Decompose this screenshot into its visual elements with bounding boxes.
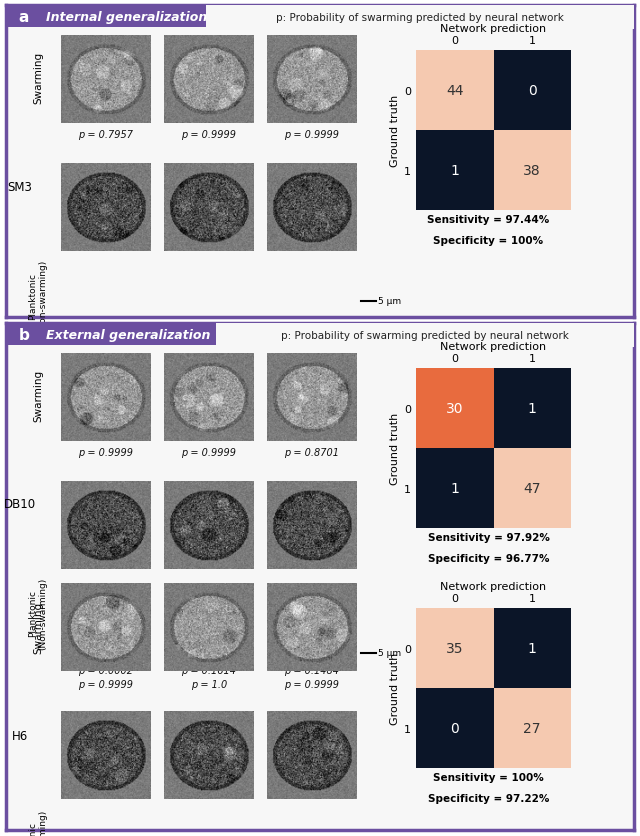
Text: Specificity = 96.77%: Specificity = 96.77%: [428, 553, 549, 563]
Text: p = 0.1614: p = 0.1614: [182, 665, 237, 675]
X-axis label: Network prediction: Network prediction: [440, 24, 547, 34]
Text: 35: 35: [446, 641, 463, 655]
Text: p = 0.0002: p = 0.0002: [79, 665, 134, 675]
Text: Swarming: Swarming: [33, 370, 43, 421]
Bar: [493, 369, 571, 448]
Bar: [416, 688, 493, 768]
Text: a: a: [18, 10, 28, 25]
Text: 44: 44: [446, 84, 463, 98]
Text: Sensitivity = 97.92%: Sensitivity = 97.92%: [428, 533, 549, 543]
Text: 1: 1: [451, 164, 459, 178]
Bar: [416, 51, 493, 131]
Text: p = 0.8701: p = 0.8701: [285, 447, 339, 457]
Text: Swarming: Swarming: [33, 52, 43, 104]
Text: 1: 1: [451, 482, 459, 496]
X-axis label: Network prediction: Network prediction: [440, 342, 547, 352]
Text: 0: 0: [528, 84, 536, 98]
Text: p = 0.9999: p = 0.9999: [79, 679, 134, 689]
Text: Swarming: Swarming: [33, 601, 43, 653]
Y-axis label: Ground truth: Ground truth: [390, 94, 400, 167]
Text: 38: 38: [524, 164, 541, 178]
Text: H6: H6: [12, 730, 28, 742]
Text: Planktonic
(Non-swarming): Planktonic (Non-swarming): [28, 577, 48, 650]
Text: p = 1.0: p = 1.0: [191, 679, 227, 689]
X-axis label: Network prediction: Network prediction: [440, 581, 547, 591]
Text: 0: 0: [451, 721, 459, 735]
Text: Internal generalization: Internal generalization: [46, 11, 207, 24]
Text: p = 0.9999: p = 0.9999: [182, 130, 237, 140]
Bar: [493, 131, 571, 211]
Text: p = 0.0030: p = 0.0030: [79, 348, 134, 358]
Text: p: Probability of swarming predicted by neural network: p: Probability of swarming predicted by …: [276, 13, 564, 23]
Bar: [493, 688, 571, 768]
Y-axis label: Ground truth: Ground truth: [390, 412, 400, 485]
Text: Sensitivity = 97.44%: Sensitivity = 97.44%: [428, 215, 550, 225]
Text: p = 0.9999: p = 0.9999: [285, 130, 339, 140]
Text: b: b: [19, 328, 29, 343]
Text: 27: 27: [524, 721, 541, 735]
Y-axis label: Ground truth: Ground truth: [390, 652, 400, 724]
Text: 30: 30: [446, 401, 463, 415]
Text: p = 0.7957: p = 0.7957: [79, 130, 134, 140]
Bar: [416, 448, 493, 528]
Text: Specificity = 97.22%: Specificity = 97.22%: [428, 793, 549, 803]
Text: Sensitivity = 100%: Sensitivity = 100%: [433, 772, 544, 782]
Text: 47: 47: [524, 482, 541, 496]
Bar: [416, 131, 493, 211]
Text: Planktonic
(Non-swarming): Planktonic (Non-swarming): [28, 259, 48, 332]
Text: 1: 1: [528, 641, 537, 655]
Text: DB10: DB10: [4, 498, 36, 511]
Bar: [416, 369, 493, 448]
Text: p: Probability of swarming predicted by neural network: p: Probability of swarming predicted by …: [281, 331, 569, 341]
Text: p = 0.9999: p = 0.9999: [182, 447, 237, 457]
Bar: [493, 51, 571, 131]
Text: 1: 1: [528, 401, 537, 415]
Bar: [493, 609, 571, 688]
Text: Specificity = 100%: Specificity = 100%: [433, 236, 543, 246]
Text: p = 0.9999: p = 0.9999: [79, 447, 134, 457]
Bar: [416, 609, 493, 688]
Text: p = 0.9999: p = 0.9999: [285, 679, 339, 689]
Text: External generalization: External generalization: [46, 329, 211, 342]
Text: p = 3.1197 × 10⁻⁶: p = 3.1197 × 10⁻⁶: [264, 348, 360, 358]
Text: 5 μm: 5 μm: [378, 297, 401, 306]
Text: Planktonic
(Non-swarming): Planktonic (Non-swarming): [28, 809, 48, 836]
Text: p = 0.1484: p = 0.1484: [285, 665, 339, 675]
Text: 5 μm: 5 μm: [378, 649, 401, 658]
Text: p = 1.6447 × 10⁻⁶: p = 1.6447 × 10⁻⁶: [161, 348, 257, 358]
Bar: [493, 448, 571, 528]
Text: SM3: SM3: [8, 181, 33, 193]
